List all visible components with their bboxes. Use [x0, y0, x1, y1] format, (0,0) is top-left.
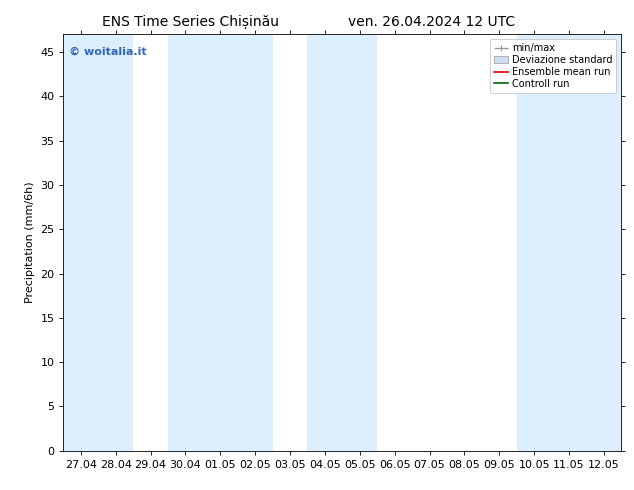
Bar	[168, 34, 273, 451]
Text: ven. 26.04.2024 12 UTC: ven. 26.04.2024 12 UTC	[347, 15, 515, 29]
Y-axis label: Precipitation (mm/6h): Precipitation (mm/6h)	[25, 182, 35, 303]
Bar	[63, 34, 133, 451]
Text: ENS Time Series Chișinău: ENS Time Series Chișinău	[101, 15, 279, 29]
Text: © woitalia.it: © woitalia.it	[69, 47, 146, 57]
Bar	[307, 34, 377, 451]
Bar	[517, 34, 621, 451]
Legend: min/max, Deviazione standard, Ensemble mean run, Controll run: min/max, Deviazione standard, Ensemble m…	[489, 39, 616, 93]
